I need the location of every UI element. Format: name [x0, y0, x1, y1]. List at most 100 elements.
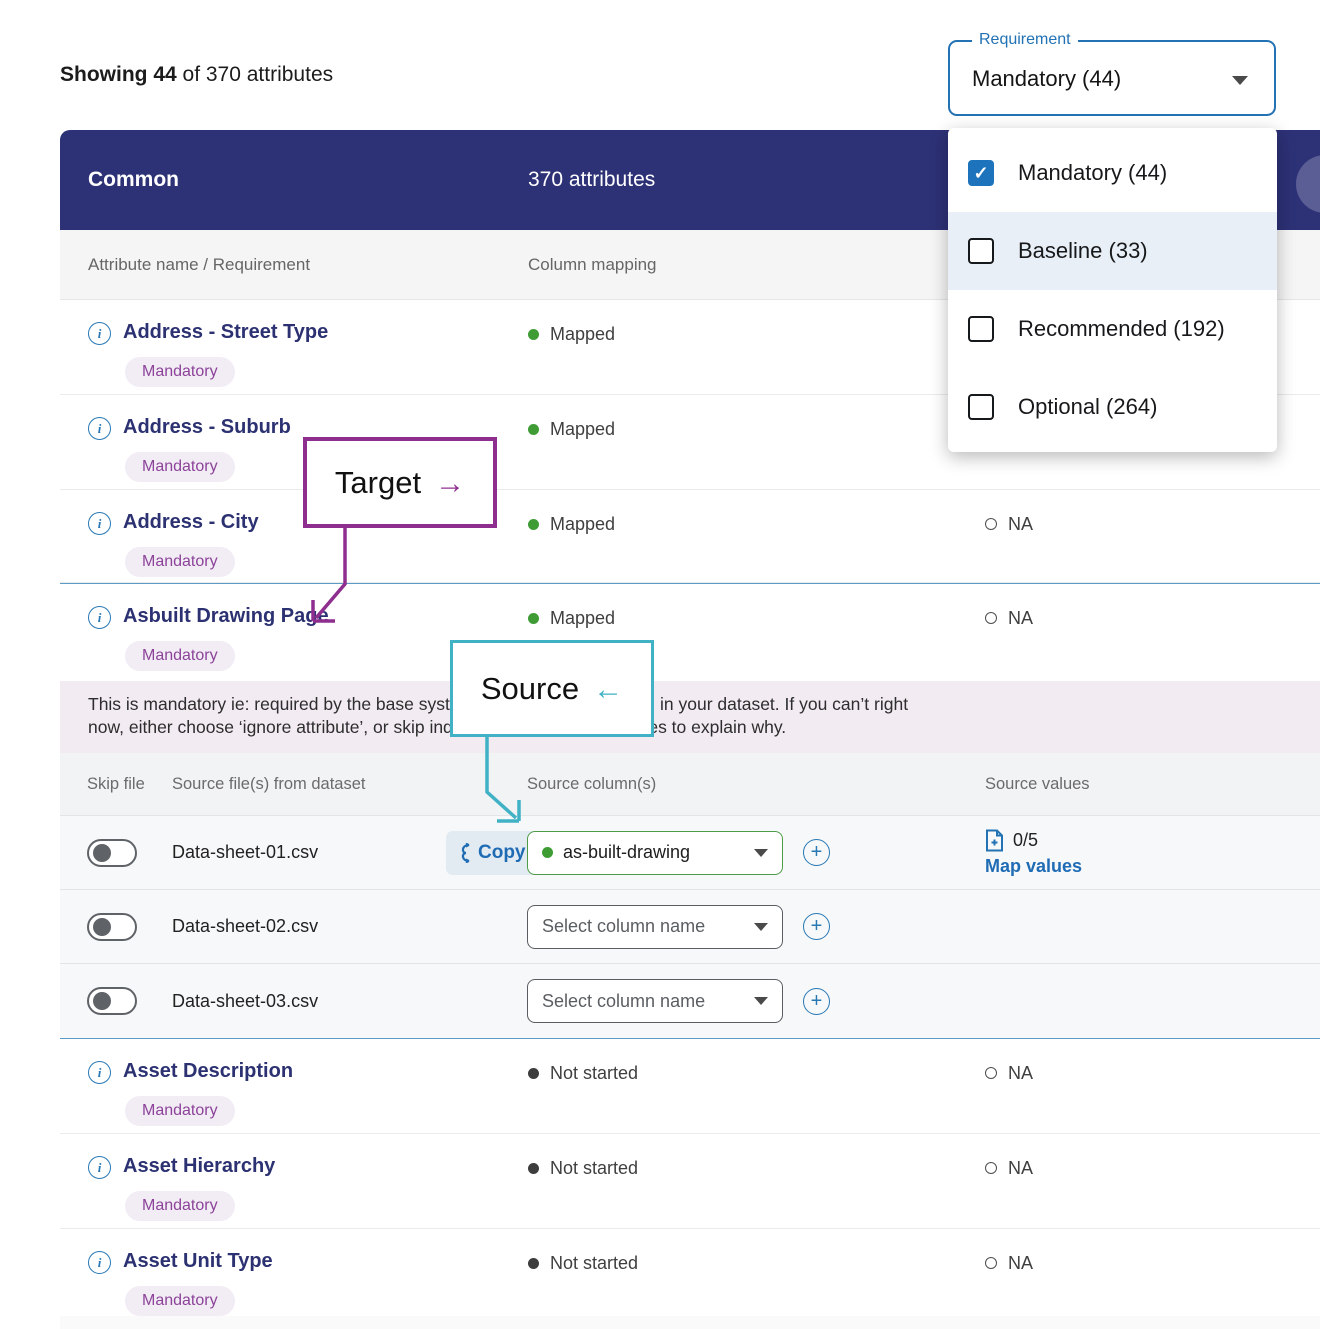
checkbox-icon[interactable] [968, 316, 994, 342]
info-icon[interactable]: i [88, 1061, 111, 1084]
mapped-dot-icon [542, 847, 553, 858]
copy-button-label: Copy [478, 841, 526, 863]
menu-item-label: Baseline (33) [1018, 238, 1148, 263]
value-status: NA [1008, 608, 1034, 628]
table-row[interactable]: i Asset Description Mandatory Not starte… [60, 1039, 1320, 1134]
info-icon[interactable]: i [88, 512, 111, 535]
mapped-values-count: 0/5 [1013, 829, 1039, 850]
skip-file-toggle[interactable] [87, 912, 137, 941]
chevron-down-icon [754, 848, 768, 857]
na-ring-icon [985, 1162, 997, 1174]
menu-item-label: Recommended (192) [1018, 316, 1225, 341]
mapped-dot-icon [528, 613, 539, 624]
menu-item-baseline[interactable]: Baseline (33) [948, 212, 1277, 290]
source-file-name: Data-sheet-01.csv [172, 842, 319, 862]
source-column-select[interactable]: as-built-drawing [527, 830, 783, 875]
requirement-badge: Mandatory [125, 1096, 235, 1126]
info-icon[interactable]: i [88, 1251, 111, 1274]
requirement-badge: Mandatory [125, 547, 235, 577]
card-footer-strip [60, 1316, 1320, 1329]
mapping-status: Mapped [550, 514, 616, 534]
checkbox-checked-icon[interactable]: ✓ [968, 160, 994, 186]
info-icon[interactable]: i [88, 417, 111, 440]
add-column-button[interactable]: + [803, 913, 830, 940]
menu-item-optional[interactable]: Optional (264) [948, 368, 1277, 446]
requirement-select-value: Mandatory (44) [972, 66, 1122, 91]
checkbox-icon[interactable] [968, 238, 994, 264]
source-file-row: Data-sheet-01.csv Copy as-built-drawing … [60, 816, 1320, 890]
source-column-select[interactable]: Select column name [527, 979, 783, 1023]
copy-button[interactable]: Copy [446, 830, 538, 875]
menu-item-mandatory[interactable]: ✓ Mandatory (44) [948, 134, 1277, 212]
requirement-badge: Mandatory [125, 357, 235, 387]
mapping-status: Mapped [550, 419, 616, 439]
skip-file-toggle[interactable] [87, 838, 137, 867]
not-started-dot-icon [528, 1258, 539, 1269]
menu-item-label: Optional (264) [1018, 394, 1158, 419]
source-column-value: as-built-drawing [563, 842, 691, 862]
showing-count: Showing 44 [60, 63, 177, 86]
attribute-name: Address - City [123, 511, 259, 533]
value-status: NA [1008, 1063, 1034, 1083]
source-column-placeholder: Select column name [542, 916, 706, 936]
na-ring-icon [985, 1257, 997, 1269]
target-callout: Target → [303, 437, 497, 528]
attribute-name: Asset Hierarchy [123, 1155, 276, 1177]
mapping-status: Mapped [550, 324, 616, 344]
toggle-knob [93, 992, 111, 1010]
value-status: NA [1008, 514, 1034, 534]
page-title: Showing 44 of 370 attributes [60, 63, 333, 87]
mapping-status: Not started [550, 1158, 639, 1178]
table-row-expanded[interactable]: i Asbuilt Drawing Page Mandatory Mapped … [60, 584, 1320, 681]
column-source-values: Source values [985, 774, 1090, 793]
table-row[interactable]: i Address - City Mandatory Mapped NA [60, 490, 1320, 583]
requirement-badge: Mandatory [125, 641, 235, 671]
toggle-knob [93, 843, 111, 862]
requirement-select[interactable]: Requirement Mandatory (44) [948, 31, 1276, 116]
table-row[interactable]: i Asset Hierarchy Mandatory Not started … [60, 1134, 1320, 1229]
value-status: NA [1008, 1253, 1034, 1273]
info-icon[interactable]: i [88, 606, 111, 629]
info-icon[interactable]: i [88, 1156, 111, 1179]
column-skip-file: Skip file [87, 774, 145, 793]
chevron-down-icon [754, 922, 768, 931]
source-file-row: Data-sheet-03.csv Select column name + [60, 964, 1320, 1038]
source-column-select[interactable]: Select column name [527, 904, 783, 949]
attribute-name: Address - Suburb [123, 416, 291, 438]
add-column-button[interactable]: + [803, 839, 830, 866]
mapping-status: Not started [550, 1063, 639, 1083]
expanded-attribute-section: i Asbuilt Drawing Page Mandatory Mapped … [60, 583, 1320, 1039]
group-title: Common [88, 168, 179, 191]
notice-text: This is mandatory ie: required by the ba… [88, 694, 475, 714]
na-ring-icon [985, 612, 997, 624]
value-status: NA [1008, 1158, 1034, 1178]
collapse-button[interactable] [1296, 155, 1320, 213]
checkbox-icon[interactable] [968, 394, 994, 420]
mapped-dot-icon [528, 519, 539, 530]
source-file-row: Data-sheet-02.csv Select column name + [60, 890, 1320, 964]
menu-item-recommended[interactable]: Recommended (192) [948, 290, 1277, 368]
source-callout: Source ← [450, 640, 654, 737]
requirement-select-label: Requirement [972, 31, 1078, 49]
map-values-link[interactable]: Map values [985, 855, 1083, 876]
not-started-dot-icon [528, 1163, 539, 1174]
map-values-file-icon [986, 829, 1003, 851]
skip-file-toggle[interactable] [87, 987, 137, 1015]
column-mapping: Column mapping [528, 254, 657, 274]
source-column-placeholder: Select column name [542, 990, 706, 1011]
mapped-dot-icon [528, 329, 539, 340]
source-file-name: Data-sheet-03.csv [172, 990, 319, 1011]
requirement-dropdown-menu: ✓ Mandatory (44) Baseline (33) Recommend… [948, 128, 1277, 452]
copy-icon [461, 842, 470, 863]
mandatory-notice: This is mandatory ie: required by the ba… [60, 681, 1320, 753]
toggle-knob [93, 917, 111, 936]
source-callout-label: Source [480, 670, 580, 706]
attribute-name: Asset Unit Type [123, 1250, 273, 1272]
chevron-down-icon [754, 997, 768, 1005]
info-icon[interactable]: i [88, 322, 111, 345]
target-callout-label: Target [334, 464, 422, 500]
source-file-name: Data-sheet-02.csv [172, 916, 319, 936]
add-column-button[interactable]: + [803, 987, 830, 1015]
column-source-files: Source file(s) from dataset [172, 774, 366, 793]
table-row[interactable]: i Asset Unit Type Mandatory Not started … [60, 1229, 1320, 1316]
